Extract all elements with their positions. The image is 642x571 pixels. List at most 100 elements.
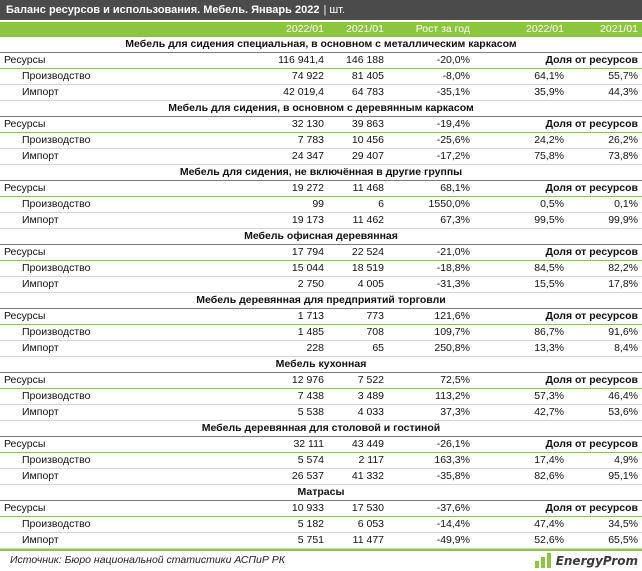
growth-value: 72,5% bbox=[388, 372, 474, 390]
value-2021: 3 489 bbox=[328, 388, 388, 406]
row-label: Импорт bbox=[0, 276, 236, 294]
growth-value: 121,6% bbox=[388, 308, 474, 326]
share-2021: 17,8% bbox=[568, 276, 642, 294]
row-label: Ресурсы bbox=[0, 308, 236, 326]
row-label: Производство bbox=[0, 68, 236, 86]
value-2022: 26 537 bbox=[236, 468, 328, 486]
value-2021: 64 783 bbox=[328, 84, 388, 102]
logo-bars-icon bbox=[534, 553, 551, 568]
logo-text: EnergyProm bbox=[555, 553, 638, 568]
growth-value: -49,9% bbox=[388, 532, 474, 550]
growth-value: 68,1% bbox=[388, 180, 474, 198]
growth-value: -18,8% bbox=[388, 260, 474, 278]
share-2022: 0,5% bbox=[474, 196, 568, 214]
growth-value: -26,1% bbox=[388, 436, 474, 454]
value-2022: 1 713 bbox=[236, 308, 328, 326]
share-2022: 75,8% bbox=[474, 148, 568, 166]
value-2021: 17 530 bbox=[328, 500, 388, 518]
table-row: Ресурсы 12 976 7 522 72,5% Доля от ресурсов bbox=[0, 372, 642, 390]
growth-value: -31,3% bbox=[388, 276, 474, 294]
value-2022: 2 750 bbox=[236, 276, 328, 294]
table-row: Производство 1 485 708 109,7% 86,7% 91,6% bbox=[0, 324, 642, 342]
row-label: Импорт bbox=[0, 468, 236, 486]
row-label: Импорт bbox=[0, 84, 236, 102]
share-2022: 64,1% bbox=[474, 68, 568, 86]
share-2022: 42,7% bbox=[474, 404, 568, 422]
group-header-row: Мебель для сидения, не включённая в друг… bbox=[0, 164, 642, 182]
data-table-container: 2022/01 2021/01 Рост за год 2022/01 2021… bbox=[0, 22, 642, 550]
unit-label: | шт. bbox=[323, 4, 346, 16]
growth-value: 109,7% bbox=[388, 324, 474, 342]
value-2021: 708 bbox=[328, 324, 388, 342]
growth-value: 1550,0% bbox=[388, 196, 474, 214]
share-2021: 65,5% bbox=[568, 532, 642, 550]
table-row: Ресурсы 32 130 39 863 -19,4% Доля от ресурсо… bbox=[0, 116, 642, 134]
share-2021: 82,2% bbox=[568, 260, 642, 278]
growth-value: -17,2% bbox=[388, 148, 474, 166]
value-2021: 81 405 bbox=[328, 68, 388, 86]
table-row: Производство 5 182 6 053 -14,4% 47,4% 34,5% bbox=[0, 516, 642, 534]
value-2022: 7 438 bbox=[236, 388, 328, 406]
table-row: Производство 5 574 2 117 163,3% 17,4% 4,9% bbox=[0, 452, 642, 470]
table-header: 2022/01 2021/01 Рост за год 2022/01 2021… bbox=[0, 22, 642, 37]
table-row: Ресурсы 116 941,4 146 188 -20,0% Доля от рес… bbox=[0, 52, 642, 70]
share-label: Доля от ресурсов bbox=[474, 308, 642, 326]
growth-value: -21,0% bbox=[388, 244, 474, 262]
group-title: Матрасы bbox=[0, 484, 642, 502]
source-note: Источник: Бюро национальной статистики А… bbox=[10, 554, 285, 566]
group-title: Мебель деревянная для столовой и гостино… bbox=[0, 420, 642, 438]
share-2021: 0,1% bbox=[568, 196, 642, 214]
row-label: Импорт bbox=[0, 212, 236, 230]
value-2022: 17 794 bbox=[236, 244, 328, 262]
table-row: Импорт 42 019,4 64 783 -35,1% 35,9% 44,3% bbox=[0, 84, 642, 102]
value-2022: 5 751 bbox=[236, 532, 328, 550]
growth-value: 113,2% bbox=[388, 388, 474, 406]
value-2022: 15 044 bbox=[236, 260, 328, 278]
value-2022: 74 922 bbox=[236, 68, 328, 86]
share-2022: 86,7% bbox=[474, 324, 568, 342]
share-2022: 35,9% bbox=[474, 84, 568, 102]
value-2021: 18 519 bbox=[328, 260, 388, 278]
value-2021: 39 863 bbox=[328, 116, 388, 134]
value-2022: 5 182 bbox=[236, 516, 328, 534]
col-header-2022: 2022/01 bbox=[236, 22, 328, 37]
table-row: Импорт 19 173 11 462 67,3% 99,5% 99,9% bbox=[0, 212, 642, 230]
col-header-2021: 2021/01 bbox=[328, 22, 388, 37]
logo: EnergyProm bbox=[534, 553, 638, 568]
share-2021: 8,4% bbox=[568, 340, 642, 358]
row-label: Импорт bbox=[0, 404, 236, 422]
row-label: Производство bbox=[0, 452, 236, 470]
value-2021: 2 117 bbox=[328, 452, 388, 470]
share-2022: 47,4% bbox=[474, 516, 568, 534]
table-row: Производство 7 783 10 456 -25,6% 24,2% 26,2% bbox=[0, 132, 642, 150]
group-header-row: Мебель для сидения специальная, в основн… bbox=[0, 37, 642, 54]
row-label: Импорт bbox=[0, 148, 236, 166]
share-2021: 91,6% bbox=[568, 324, 642, 342]
value-2021: 146 188 bbox=[328, 52, 388, 70]
share-2021: 53,6% bbox=[568, 404, 642, 422]
value-2021: 7 522 bbox=[328, 372, 388, 390]
table-row: Импорт 2 750 4 005 -31,3% 15,5% 17,8% bbox=[0, 276, 642, 294]
share-2021: 4,9% bbox=[568, 452, 642, 470]
growth-value: -35,8% bbox=[388, 468, 474, 486]
data-table: 2022/01 2021/01 Рост за год 2022/01 2021… bbox=[0, 22, 642, 550]
value-2022: 24 347 bbox=[236, 148, 328, 166]
share-2021: 73,8% bbox=[568, 148, 642, 166]
value-2021: 11 477 bbox=[328, 532, 388, 550]
row-label: Ресурсы bbox=[0, 436, 236, 454]
group-header-row: Мебель деревянная для предприятий торгов… bbox=[0, 292, 642, 310]
value-2021: 43 449 bbox=[328, 436, 388, 454]
share-2021: 55,7% bbox=[568, 68, 642, 86]
value-2022: 32 130 bbox=[236, 116, 328, 134]
growth-value: 67,3% bbox=[388, 212, 474, 230]
share-2022: 52,6% bbox=[474, 532, 568, 550]
value-2022: 116 941,4 bbox=[236, 52, 328, 70]
growth-value: -20,0% bbox=[388, 52, 474, 70]
value-2021: 4 005 bbox=[328, 276, 388, 294]
group-header-row: Мебель для сидения, в основном с деревян… bbox=[0, 100, 642, 118]
value-2021: 773 bbox=[328, 308, 388, 326]
share-label: Доля от ресурсов bbox=[474, 244, 642, 262]
share-label: Доля от ресурсов bbox=[474, 500, 642, 518]
table-row: Ресурсы 10 933 17 530 -37,6% Доля от ресурсо… bbox=[0, 500, 642, 518]
share-2021: 95,1% bbox=[568, 468, 642, 486]
